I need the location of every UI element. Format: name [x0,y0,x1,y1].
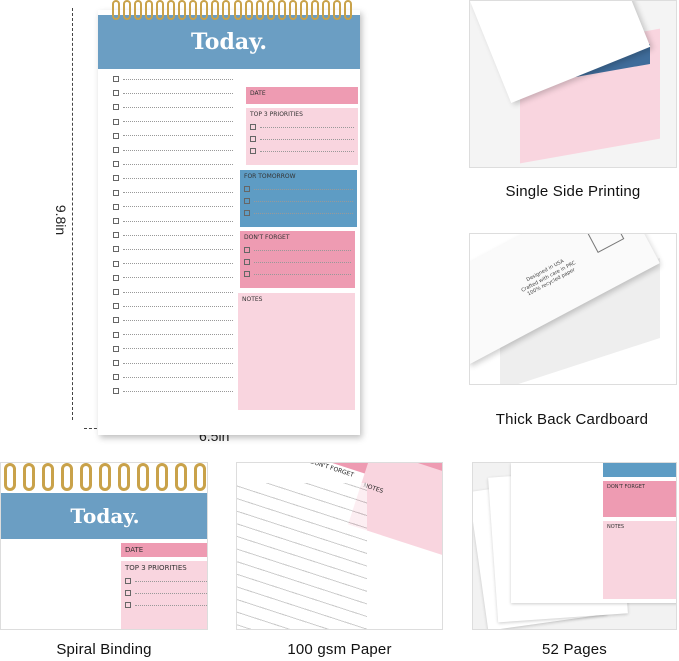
zoom-date-label: DATE [125,546,144,554]
checklist-row [113,301,233,311]
spiral-coil [23,463,36,491]
card-text: Designed in USA Crafted with care in PRC… [517,254,580,300]
notepad-header: Today. [98,15,360,69]
spiral-coil [174,463,187,491]
spiral-coil [123,0,132,20]
height-arrow [72,8,73,420]
zoom-priorities-label: TOP 3 PRIORITIES [125,564,187,572]
checklist-row [113,273,233,283]
checklist-row [113,287,233,297]
spiral-coil [112,0,120,20]
notes-panel: NOTES [238,293,355,410]
date-panel: DATE [246,87,358,104]
spiral-coil [343,0,352,20]
checklist-row [113,159,233,169]
checklist-row [113,131,233,141]
spiral-coil [266,0,275,20]
caption-spiral-binding: Spiral Binding [56,641,152,658]
spiral-coil [255,0,264,20]
caption-100-gsm-paper: 100 gsm Paper [287,641,392,658]
spiral-coil [321,0,330,20]
spiral-coil [222,0,231,20]
notepad: Today. DATE TOP 3 PRIORITIES FOR TOMORRO… [98,10,360,435]
spiral-coil [167,0,176,20]
spiral-coil [288,0,297,20]
spiral-coil [98,463,111,491]
checklist-row [113,173,233,183]
caption-single-side-printing: Single Side Printing [505,183,641,200]
tomorrow-label: FOR TOMORROW [244,173,296,180]
spiral-coil [117,463,130,491]
checklist-row [113,386,233,396]
spiral-coil [299,0,308,20]
spiral-coil [156,0,165,20]
pages-dont-forget: DON'T FORGET [603,481,676,517]
priorities-panel: TOP 3 PRIORITIES [246,108,358,165]
checklist [113,74,238,404]
spiral-coil [4,463,17,491]
date-label: DATE [250,90,266,97]
spiral-coil [211,0,220,20]
spiral-coil [332,0,341,20]
checklist-row [113,102,233,112]
zoom-priorities: TOP 3 PRIORITIES [121,561,207,629]
spiral-coil [136,463,149,491]
zoom-title: Today. [70,504,140,528]
pages-notes: NOTES [603,521,676,599]
spiral-binding-image: Today. DATE TOP 3 PRIORITIES [0,462,208,630]
spiral-coil [145,0,154,20]
recycle-logo-icon [587,234,625,253]
checklist-row [113,372,233,382]
spiral-coil [189,0,198,20]
caption-52-pages: 52 Pages [542,641,607,658]
checklist-row [113,216,233,226]
zoom-date: DATE [121,543,207,557]
spiral-coil [134,0,143,20]
checklist-row [113,344,233,354]
tomorrow-panel: FOR TOMORROW [240,170,357,227]
spiral-coil [244,0,253,20]
checklist-row [113,117,233,127]
caption-thick-back-cardboard: Thick Back Cardboard [495,411,649,428]
checklist-row [113,259,233,269]
notepad-title: Today. [190,29,268,55]
pages-notes-label: NOTES [607,524,625,530]
height-label: 9.8in [53,204,70,236]
dont-forget-panel: DON'T FORGET [240,231,355,288]
checklist-row [113,202,233,212]
spiral-binding [112,0,352,22]
pages-image: DON'T FORGET NOTES [472,462,677,630]
checklist-row [113,358,233,368]
spiral-coil [200,0,209,20]
spiral-coil [42,463,55,491]
zoom-header: Today. [1,493,207,539]
notes-label: NOTES [242,296,263,303]
spiral-coil [310,0,319,20]
thick-back-cardboard-image: Designed in USA Crafted with care in PRC… [469,233,677,385]
priorities-label: TOP 3 PRIORITIES [250,111,303,118]
pages-dont-forget-label: DON'T FORGET [607,484,645,490]
spiral-coil [178,0,187,20]
single-side-printing-image [469,0,677,168]
spiral-coil [155,463,168,491]
checklist-row [113,315,233,325]
dont-forget-label: DON'T FORGET [244,234,290,241]
spiral-coil [277,0,286,20]
checklist-row [113,88,233,98]
paper-weight-image: DON'T FORGET NOTES [236,462,443,630]
checklist-row [113,330,233,340]
checklist-row [113,244,233,254]
checklist-row [113,74,233,84]
spiral-coil [61,463,74,491]
spiral-coil [193,463,206,491]
spiral-coil [80,463,93,491]
checklist-row [113,230,233,240]
checklist-row [113,188,233,198]
spiral-coil [233,0,242,20]
checklist-row [113,145,233,155]
